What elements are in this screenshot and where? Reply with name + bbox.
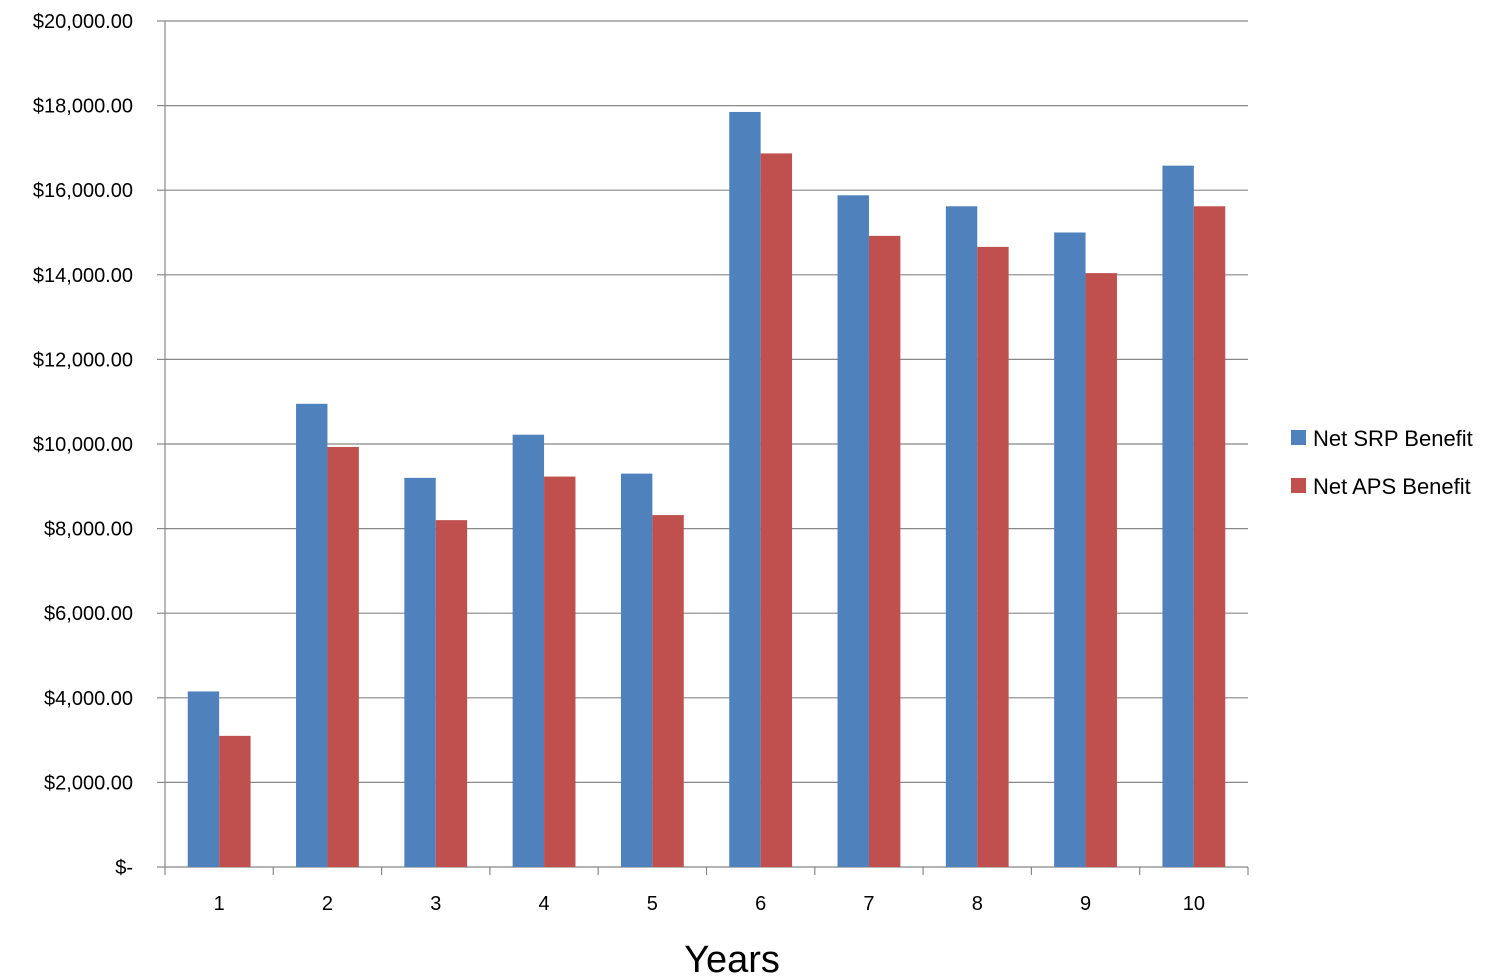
x-tick-label: 1	[214, 893, 225, 915]
bar-srp-year-8	[945, 206, 978, 868]
x-tick-label: 10	[1183, 893, 1205, 915]
bar-srp-year-9	[1054, 232, 1086, 867]
tick-labels: $- $2,000.00 $4,000.00 $6,000.00 $8,000.00 $1…	[33, 11, 1205, 915]
x-tick-label: 9	[1080, 893, 1091, 915]
x-tick-label: 2	[322, 893, 333, 915]
legend-swatch	[1291, 478, 1306, 493]
legend: Net SRP Benefit Net APS Benefit	[1291, 426, 1473, 499]
x-tick-label: 8	[972, 893, 983, 915]
bar-aps-year-5	[652, 515, 684, 867]
y-tick-label: $8,000.00	[44, 519, 133, 541]
bar-aps-year-1	[219, 735, 251, 867]
x-tick-label: 3	[430, 893, 441, 915]
x-tick-label: 5	[647, 893, 658, 915]
legend-label: Net SRP Benefit	[1313, 426, 1473, 451]
x-axis-title: Years	[684, 939, 780, 978]
bar-srp-year-3	[404, 477, 436, 867]
bar-aps-year-7	[868, 235, 901, 867]
bar-srp-year-2	[296, 403, 328, 867]
bar-aps-year-10	[1193, 206, 1226, 868]
x-tick-label: 4	[538, 893, 549, 915]
y-tick-label: $4,000.00	[44, 688, 133, 710]
bar-aps-year-4	[544, 476, 576, 867]
legend-swatch	[1291, 430, 1306, 445]
bar-srp-year-4	[512, 434, 545, 867]
y-tick-label: $10,000.00	[33, 434, 133, 456]
bar-aps-year-3	[435, 520, 468, 867]
y-tick-label: $6,000.00	[44, 603, 133, 625]
x-tick-label: 7	[863, 893, 874, 915]
bar-srp-year-5	[620, 473, 653, 867]
bar-aps-year-9	[1085, 273, 1117, 867]
bar-srp-year-1	[187, 691, 220, 867]
y-tick-label: $18,000.00	[33, 96, 133, 118]
bar-srp-year-6	[729, 111, 761, 867]
bar-aps-year-6	[760, 153, 793, 868]
y-tick-label: $-	[115, 857, 133, 879]
legend-label: Net APS Benefit	[1313, 474, 1471, 499]
x-tick-label: 6	[755, 893, 766, 915]
bar-aps-year-2	[327, 446, 359, 867]
y-tick-label: $12,000.00	[33, 349, 133, 371]
bar-aps-year-8	[977, 246, 1009, 867]
bar-srp-year-10	[1162, 165, 1194, 867]
y-tick-label: $20,000.00	[33, 11, 133, 33]
y-tick-label: $16,000.00	[33, 180, 133, 202]
y-tick-label: $2,000.00	[44, 772, 133, 794]
bar-srp-year-7	[837, 195, 869, 867]
y-tick-label: $14,000.00	[33, 265, 133, 287]
bars	[187, 111, 1226, 868]
